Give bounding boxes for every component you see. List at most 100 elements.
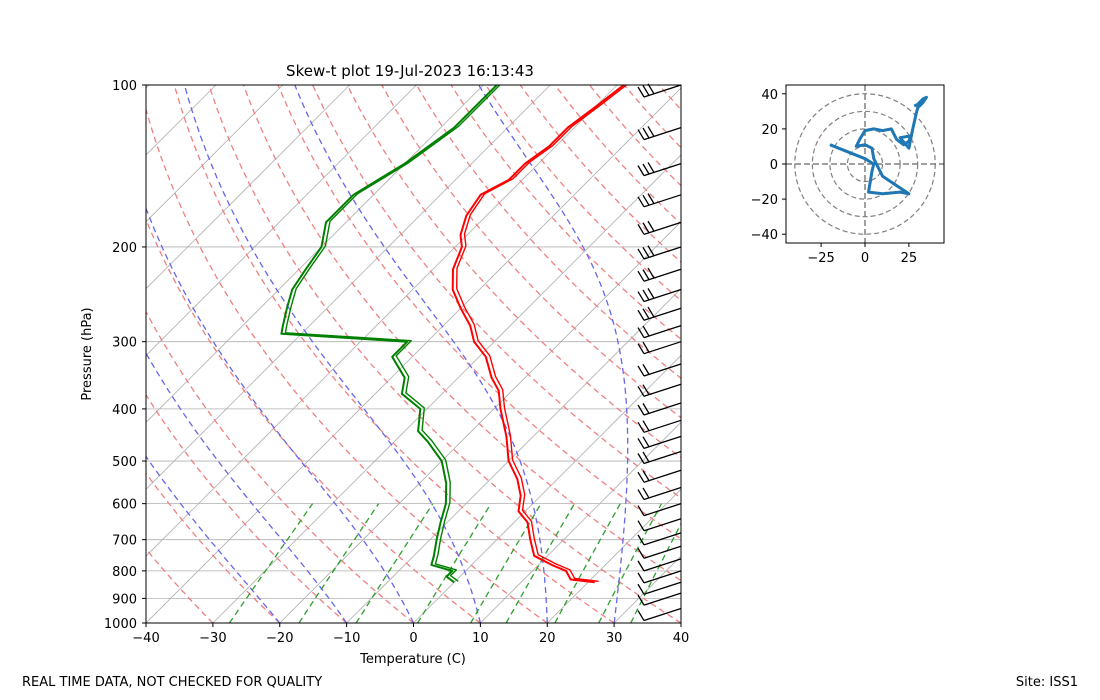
wind-barb-staff [643,288,682,303]
wind-barb-feather [637,438,645,449]
isotherm-line [680,622,681,623]
dry-adiabat-line [208,85,681,623]
wind-barb-feather [647,288,655,299]
x-tick-label: 20 [539,631,556,646]
wind-barb-feather [637,594,645,606]
y-tick-label: 300 [112,336,137,351]
wind-barb-staff [643,268,682,282]
mixing-ratio-line [298,503,380,623]
quality-disclaimer: REAL TIME DATA, NOT CHECKED FOR QUALITY [22,675,322,690]
wind-barb-feather [642,127,650,139]
wind-barb [637,558,682,572]
wind-barb [637,435,682,450]
isotherm-line [146,87,681,623]
wind-barb-staff [643,383,682,397]
wind-barb [637,402,682,416]
dry-adiabat-line [623,85,681,149]
wind-barb-staff [643,419,682,433]
wind-barb-feather [637,404,645,416]
hodograph-y-tick-label: 0 [770,158,778,173]
wind-barb [637,592,682,606]
wind-barb-feather [642,364,650,375]
wind-barb-feather [637,129,645,140]
wind-barb [637,162,682,177]
site-label: Site: ISS1 [1016,675,1078,690]
wind-barb [637,267,682,282]
wind-barb-feather [642,403,650,414]
x-axis-label: Temperature (C) [359,652,466,667]
wind-barb-staff [643,402,682,416]
moist-adiabat-line [183,85,482,623]
wind-barb-staff [643,341,682,355]
hodograph-ring [846,145,884,183]
wind-barb-staff [643,518,682,532]
wind-barb-staff [643,607,682,622]
wind-barb-feather [642,222,650,234]
y-tick-label: 800 [112,565,137,580]
wind-barb-feather [637,489,645,500]
isotherm-line [146,85,350,290]
wind-barb-feather [642,384,650,396]
wind-barb-staff [643,545,682,559]
wind-barb-staff [643,503,682,517]
y-axis-label: Pressure (hPa) [80,307,95,400]
wind-barb-feather [637,471,645,483]
mixing-ratio-line [417,503,492,623]
dry-adiabat-line [146,547,214,623]
wind-barb-feather [637,291,645,302]
wind-barb-staff [643,162,682,177]
y-tick-label: 500 [112,455,137,470]
wind-barb-feather [637,583,645,595]
wind-barb [637,220,682,235]
wind-barb-staff [643,570,682,584]
hodograph-rings [786,85,944,243]
isotherm-line [146,85,217,156]
wind-barb-staff [643,450,682,465]
wind-barb [637,419,682,433]
y-tick-label: 700 [112,534,137,549]
y-tick-label: 1000 [104,617,137,632]
wind-barb [637,450,682,465]
wind-barb-staff [643,126,682,141]
wind-barb-staff [643,469,682,483]
wind-barb [637,469,682,483]
x-tick-label: 30 [606,631,623,646]
wind-barb-staff [643,486,682,501]
hodograph-y-tick-label: 40 [761,88,778,103]
wind-barb-feather [642,194,650,206]
x-tick-label: −40 [132,631,159,646]
moist-adiabat-line [146,455,281,623]
dry-adiabat-line [146,310,414,623]
chart-title: Skew-t plot 19-Jul-2023 16:13:43 [286,62,534,80]
wind-barb [637,83,682,98]
y-tick-label: 600 [112,498,137,513]
wind-barb [637,363,682,377]
wind-barb-feather [637,365,645,377]
hodograph-y-tick-label: −20 [751,193,778,208]
wind-barb-feather [647,220,655,232]
wind-barb-feather [637,196,645,208]
wind-barb-feather [637,309,645,321]
dry-adiabat-line [485,85,681,302]
dry-adiabat-line [312,85,681,499]
hodograph-axes-ticks: −25 0 25 40 20 0 −20 −40 [751,88,918,266]
wind-barb [637,570,682,584]
wind-barb [637,581,682,595]
mixing-ratio-line [228,503,314,623]
wind-barb-feather [637,547,645,559]
wind-barb [637,245,682,260]
isotherm-line [546,488,681,623]
dry-adiabat-line [146,218,481,623]
wind-barb [637,306,682,321]
wind-barb-feather [642,247,650,258]
wind-barb [637,341,682,355]
x-tick-label: 40 [673,631,690,646]
wind-barb [637,503,682,517]
wind-barb [637,545,682,559]
profile-series [280,85,628,584]
wind-barb-staff [643,194,682,208]
wind-barb-feather [637,270,645,282]
dry-adiabat-line [658,85,681,111]
isotherm-line [146,85,484,423]
